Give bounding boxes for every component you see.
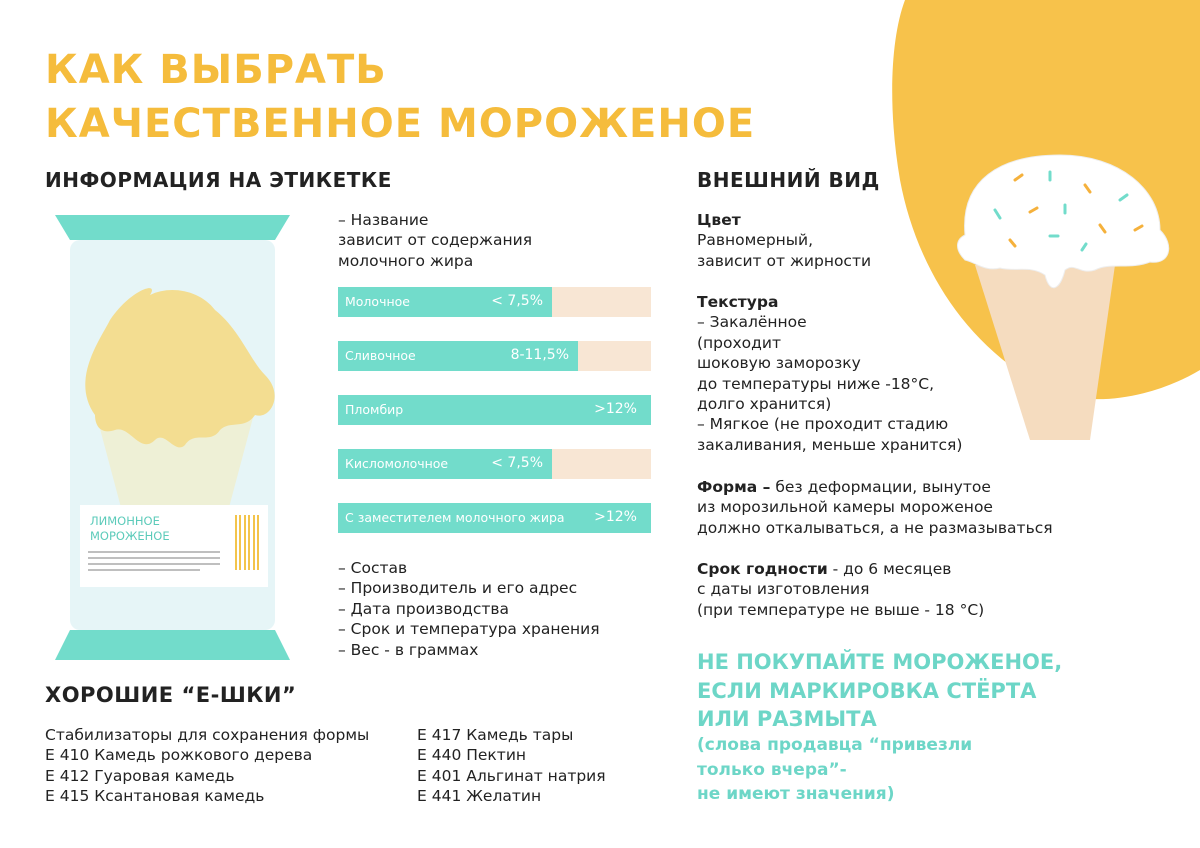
text-line: – Производитель и его адрес xyxy=(338,579,578,598)
title: КАЧЕСТВЕННОЕ МОРОЖЕНОЕ xyxy=(45,101,756,147)
cone xyxy=(975,265,1115,440)
fat-bar: Молочное < 7,5% xyxy=(338,287,651,317)
note-line: (слова продавца “привезли xyxy=(697,735,973,755)
bar-fat: 8-11,5% xyxy=(510,347,569,363)
text-line: Е 415 Ксантановая камедь xyxy=(45,787,265,806)
warning-note: (слова продавца “привезли только вчера”-… xyxy=(697,733,972,807)
section-title: Текстура xyxy=(697,293,779,311)
text-line: Е 401 Альгинат натрия xyxy=(417,766,606,785)
fat-bar: С заместителем молочного жира >12% xyxy=(338,503,651,533)
bar-name: Кисломолочное xyxy=(345,456,449,471)
text-line: – Срок и температура хранения xyxy=(338,620,600,639)
package-line: МОРОЖЕНОЕ xyxy=(90,529,170,543)
text-line: Е 412 Гуаровая камедь xyxy=(45,766,235,785)
note-line: не имеют значения) xyxy=(697,784,895,804)
text-line: закаливания, меньше хранится) xyxy=(697,435,963,454)
section-title: Срок годности xyxy=(697,560,828,578)
warning: НЕ ПОКУПАЙТЕ МОРОЖЕНОЕ, ЕСЛИ МАРКИРОВКА … xyxy=(697,648,1062,734)
text-line: долго хранится) xyxy=(697,395,832,414)
text-line: из морозильной камеры мороженое xyxy=(697,498,993,517)
barcode xyxy=(235,515,259,570)
shape-section: Форма – без деформации, вынутое из мороз… xyxy=(697,477,1053,538)
text-line: Е 410 Камедь рожкового дерева xyxy=(45,746,313,765)
warning-line: НЕ ПОКУПАЙТЕ МОРОЖЕНОЕ, xyxy=(697,650,1063,674)
text-line: без деформации, вынутое xyxy=(770,478,991,496)
text-line: (при температуре не выше - 18 °C) xyxy=(697,600,985,619)
sprinkles xyxy=(993,170,1144,252)
fat-bar: Кисломолочное < 7,5% xyxy=(338,449,651,479)
text-line: до температуры ниже -18°C, xyxy=(697,374,935,393)
heading: ИНФОРМАЦИЯ НА ЭТИКЕТКЕ xyxy=(45,168,392,192)
fat-bar: Пломбир >12% xyxy=(338,395,651,425)
text-line: шоковую заморозку xyxy=(697,354,861,373)
heading: ХОРОШИЕ “Е-ШКИ” xyxy=(45,683,297,707)
text-line: - до 6 месяцев xyxy=(827,560,952,578)
label-lines xyxy=(88,551,220,571)
shelf-section: Срок годности - до 6 месяцев с даты изго… xyxy=(697,559,984,620)
note-line: только вчера”- xyxy=(697,759,847,780)
text-line: Е 417 Камедь тары xyxy=(417,726,574,744)
text-line: Стабилизаторы для сохранения формы xyxy=(45,726,370,744)
bar-name: Молочное xyxy=(345,294,410,309)
heading: ВНЕШНИЙ ВИД xyxy=(697,168,880,192)
text-line: с даты изготовления xyxy=(697,580,870,599)
text-line: должно откалываться, а не размазываться xyxy=(697,518,1053,537)
bar-fat: >12% xyxy=(594,401,637,417)
section-title: Форма – xyxy=(697,478,771,496)
text-line: – Дата производства xyxy=(338,599,510,618)
bar-fat: >12% xyxy=(594,509,637,525)
package-scoop xyxy=(85,288,275,448)
text-line: – Мягкое (не проходит стадию xyxy=(697,415,949,434)
bar-name: С заместителем молочного жира xyxy=(345,510,565,525)
text-line: зависит от содержания xyxy=(338,231,533,250)
text-line: зависит от жирности xyxy=(697,251,872,270)
package-text: ЛИМОННОЕ МОРОЖЕНОЕ xyxy=(90,514,170,544)
text-line: – Состав xyxy=(338,559,408,577)
text-line: (проходит xyxy=(697,333,781,352)
text-line: – Название xyxy=(338,211,429,229)
label-list: – Состав – Производитель и его адрес – Д… xyxy=(338,558,600,660)
warning-line: ИЛИ РАЗМЫТА xyxy=(697,707,877,731)
package-bottom xyxy=(55,630,290,660)
texture-section: Текстура – Закалённое (проходит шоковую … xyxy=(697,292,962,455)
color-section: Цвет Равномерный, зависит от жирности xyxy=(697,210,871,271)
package-top xyxy=(55,215,290,240)
text-line: – Вес - в граммах xyxy=(338,640,479,659)
additives-left: Стабилизаторы для сохранения формы Е 410… xyxy=(45,725,369,807)
text-line: Е 440 Пектин xyxy=(417,746,527,765)
bar-name: Пломбир xyxy=(345,402,404,417)
bar-fat: < 7,5% xyxy=(491,293,543,309)
scoop xyxy=(957,154,1170,288)
text-line: Равномерный, xyxy=(697,231,814,250)
section-title: Цвет xyxy=(697,211,741,229)
intro: – Название зависит от содержания молочно… xyxy=(338,210,532,271)
package-line: ЛИМОННОЕ xyxy=(90,514,160,528)
title: КАК ВЫБРАТЬ xyxy=(45,47,387,93)
text-line: – Закалённое xyxy=(697,313,807,332)
fat-bar: Сливочное 8-11,5% xyxy=(338,341,651,371)
additives-right: Е 417 Камедь тары Е 440 Пектин Е 401 Аль… xyxy=(417,725,606,807)
bar-fat: < 7,5% xyxy=(491,455,543,471)
warning-line: ЕСЛИ МАРКИРОВКА СТЁРТА xyxy=(697,678,1037,703)
text-line: молочного жира xyxy=(338,251,474,270)
text-line: Е 441 Желатин xyxy=(417,787,542,806)
bar-name: Сливочное xyxy=(345,348,416,363)
